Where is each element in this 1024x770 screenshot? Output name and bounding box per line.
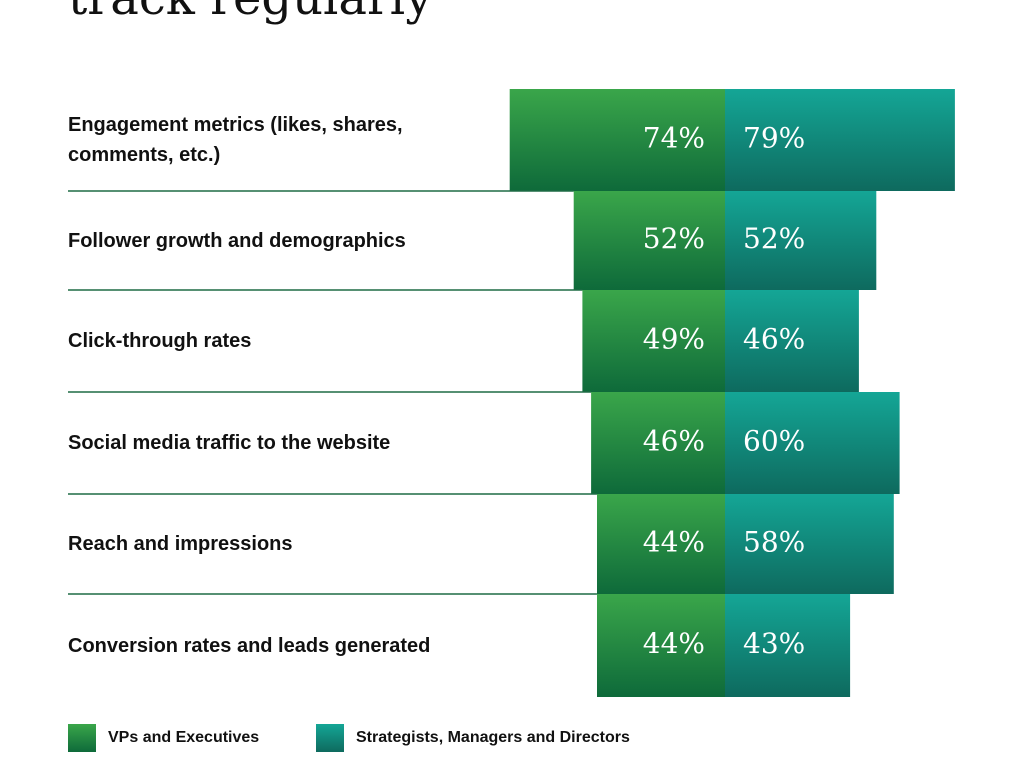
legend-item-vp: VPs and Executives [68, 724, 259, 752]
bar-vp-1 [573, 191, 725, 290]
bar-strategists-0 [725, 89, 955, 191]
bar-vp-4 [597, 494, 725, 594]
bar-strategists-3 [725, 392, 900, 494]
category-label-2: Click-through rates [68, 330, 252, 352]
value-label-strategists-5: 43% [743, 627, 805, 660]
value-label-vp-2: 49% [643, 323, 705, 356]
value-label-strategists-0: 79% [743, 122, 805, 155]
bar-vp-5 [597, 594, 725, 697]
value-label-strategists-2: 46% [743, 323, 805, 356]
bar-strategists-1 [725, 191, 877, 290]
bar-strategists-5 [725, 594, 851, 697]
category-label-4: Reach and impressions [68, 533, 293, 555]
legend-swatch-strategists [316, 724, 344, 752]
category-label-3: Social media traffic to the website [68, 432, 391, 454]
value-label-vp-0: 74% [643, 122, 705, 155]
legend-label-strategists: Strategists, Managers and Directors [356, 729, 630, 746]
value-label-vp-5: 44% [643, 627, 705, 660]
category-label-1: Follower growth and demographics [68, 229, 406, 252]
value-label-strategists-4: 58% [743, 526, 805, 559]
bar-vp-0 [509, 89, 725, 191]
legend-item-strategists: Strategists, Managers and Directors [316, 724, 630, 752]
bar-vp-2 [582, 290, 725, 392]
bar-strategists-4 [725, 494, 894, 594]
value-label-vp-4: 44% [643, 526, 705, 559]
value-label-strategists-3: 60% [743, 425, 805, 458]
category-label-0: Engagement metrics (likes, shares, comme… [68, 114, 403, 166]
category-label-5: Conversion rates and leads generated [68, 634, 431, 657]
chart-title: track regularly [68, 0, 432, 26]
legend-label-vp: VPs and Executives [108, 729, 260, 746]
bar-strategists-2 [725, 290, 859, 392]
legend-swatch-vp [68, 724, 96, 752]
value-label-vp-3: 46% [643, 425, 705, 458]
value-label-vp-1: 52% [643, 222, 705, 255]
value-label-strategists-1: 52% [743, 222, 805, 255]
bar-vp-3 [591, 392, 725, 494]
